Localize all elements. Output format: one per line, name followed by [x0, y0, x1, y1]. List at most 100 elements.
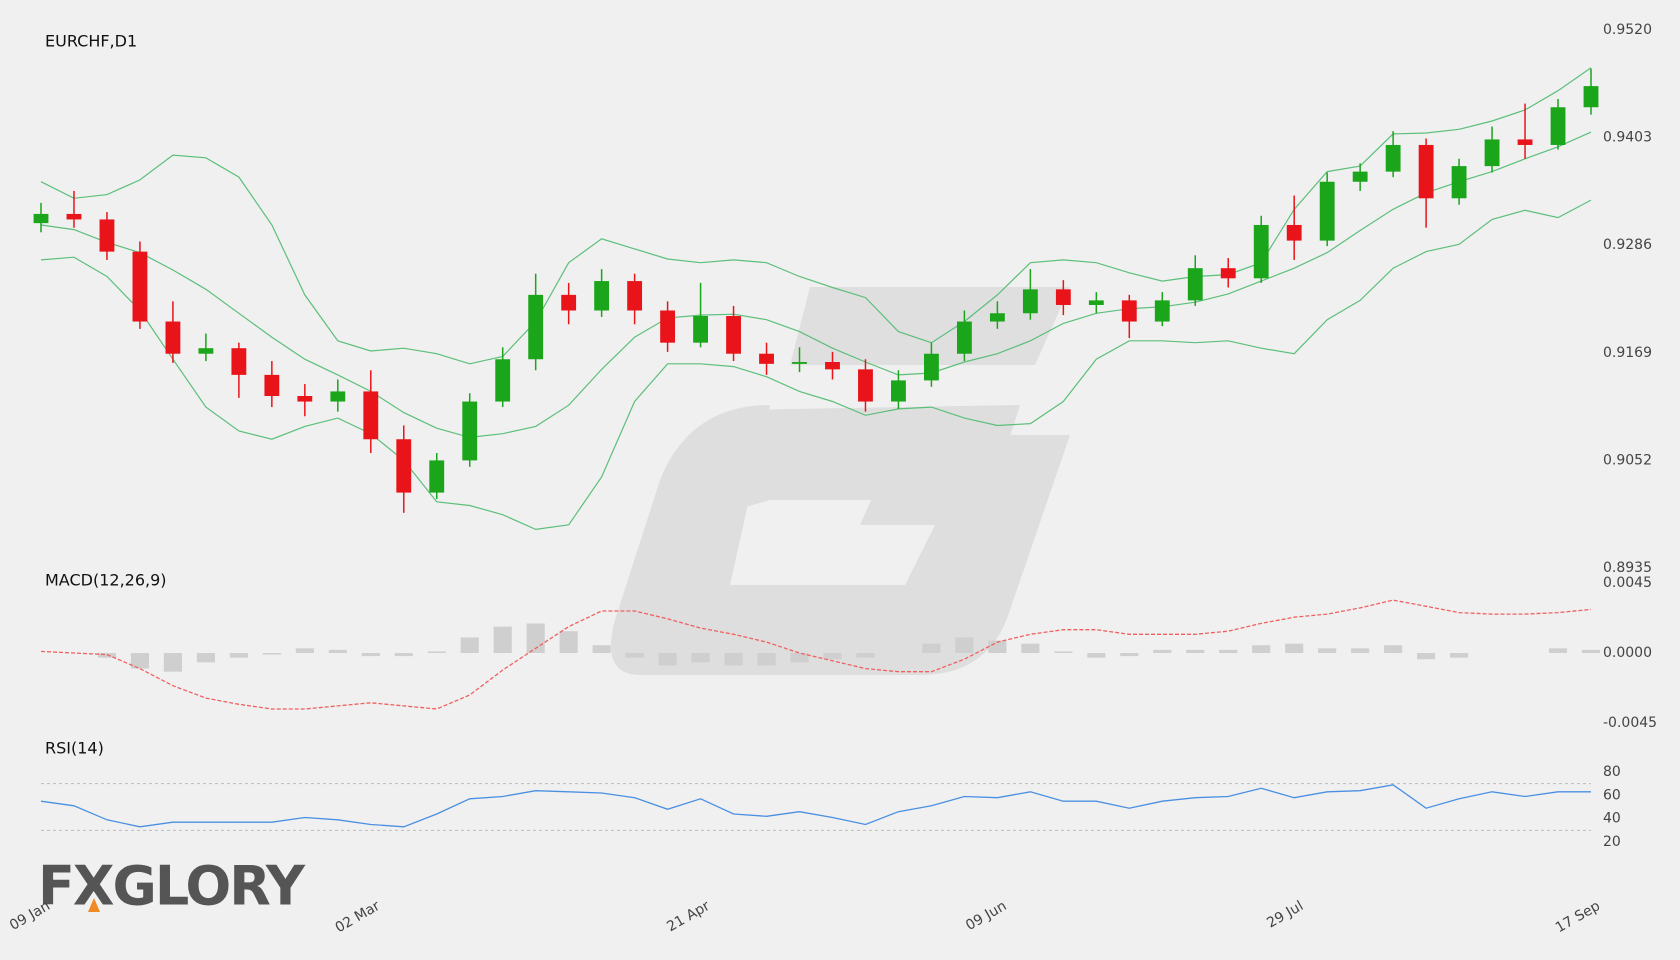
candle-body	[759, 353, 774, 364]
candle-body	[1154, 300, 1170, 322]
candle-body	[1253, 224, 1269, 279]
candle-body	[231, 348, 247, 375]
macd-histogram-bar	[394, 653, 413, 657]
x-tick-label: 29 Jul	[1264, 898, 1306, 931]
x-tick-label: 09 Jun	[963, 898, 1009, 934]
macd-histogram-bar	[1054, 651, 1073, 653]
macd-histogram-bar	[856, 653, 875, 658]
bollinger-band	[40, 67, 1592, 365]
macd-histogram-bar	[823, 653, 842, 660]
x-tick-label: 02 Mar	[333, 898, 383, 936]
macd-histogram-bar	[1318, 648, 1337, 653]
bollinger-band	[40, 131, 1592, 439]
candle-body	[858, 369, 873, 402]
y-tick-label: 20	[1603, 834, 1621, 850]
macd-histogram-bar	[196, 653, 215, 663]
candle-body	[1022, 289, 1038, 314]
candle-body	[1220, 268, 1236, 279]
candle-body	[33, 213, 49, 224]
candle-body	[330, 391, 346, 402]
watermark	[610, 287, 1070, 675]
y-tick-label: -0.0045	[1603, 715, 1657, 731]
macd-histogram-bar	[625, 653, 644, 658]
macd-histogram-bar	[1417, 653, 1436, 660]
candle-body	[198, 348, 214, 354]
logo-accent	[88, 898, 100, 912]
candle-body	[924, 353, 939, 381]
panel-title: MACD(12,26,9)	[45, 571, 167, 590]
candle-body	[1286, 224, 1302, 241]
candle-body	[1319, 181, 1335, 241]
macd-histogram-bar	[295, 648, 314, 653]
macd-histogram-bar	[559, 631, 578, 653]
y-tick-label: 0.9403	[1603, 130, 1652, 146]
watermark-shape	[790, 287, 1070, 365]
candle-body	[956, 321, 972, 354]
candle-body	[1187, 268, 1203, 301]
candle-body	[1550, 107, 1566, 145]
macd-histogram-bar	[1351, 648, 1370, 653]
macd-histogram-bar	[592, 645, 611, 653]
macd-histogram-bar	[262, 653, 281, 655]
bollinger-band	[40, 199, 1592, 531]
y-tick-label: 0.8935	[1603, 560, 1652, 576]
y-tick-label: 60	[1603, 787, 1621, 803]
candle-body	[792, 361, 807, 364]
candle-body	[627, 281, 643, 311]
candle-body	[165, 321, 181, 354]
macd-signal-line	[40, 599, 1592, 710]
macd-histogram-bar	[163, 653, 182, 672]
y-tick-label: 0.9286	[1603, 237, 1652, 253]
panel-title: RSI(14)	[45, 739, 104, 758]
macd-histogram-bar	[1186, 649, 1205, 653]
candle-body	[297, 396, 313, 402]
macd-histogram-bar	[1450, 653, 1469, 658]
candle-body	[1352, 171, 1368, 182]
candle-body	[66, 213, 82, 220]
macd-histogram-bar	[1384, 645, 1403, 653]
macd-histogram-bar	[130, 653, 150, 669]
candle-body	[1418, 144, 1434, 199]
macd-histogram-bar	[1581, 649, 1601, 653]
macd-histogram-bar	[1548, 648, 1568, 653]
candle-body	[594, 281, 610, 311]
y-tick-label: 0.9052	[1603, 452, 1652, 468]
candle-body	[1385, 144, 1401, 172]
candle-body	[363, 391, 379, 440]
candle-body	[495, 359, 511, 402]
macd-histogram-bar	[757, 653, 776, 666]
y-tick-label: 0.0045	[1603, 575, 1652, 591]
candle-body	[660, 310, 676, 343]
candle-body	[462, 401, 478, 461]
candle-body	[99, 219, 115, 252]
macd-histogram-bar	[790, 653, 809, 663]
macd-histogram-bar	[658, 653, 677, 666]
candle-body	[1517, 139, 1533, 145]
macd-histogram-bar	[1252, 645, 1271, 653]
candle-body	[1583, 86, 1599, 108]
y-tick-label: 80	[1603, 764, 1621, 780]
macd-histogram-bar	[1219, 649, 1238, 653]
candle-body	[1451, 166, 1467, 199]
macd-histogram-bar	[922, 643, 941, 653]
macd-histogram-bar	[1087, 653, 1106, 658]
candle-body	[528, 294, 544, 360]
macd-histogram-bar	[97, 653, 117, 658]
candle-body	[1121, 300, 1137, 322]
macd-histogram-bar	[1153, 649, 1172, 653]
macd-histogram-bar	[988, 640, 1007, 653]
candle-body	[825, 361, 840, 370]
candle-body	[264, 374, 280, 397]
candle-body	[429, 460, 445, 493]
macd-histogram-bar	[724, 653, 743, 666]
macd-histogram-bar	[229, 653, 248, 658]
y-tick-label: 0.9520	[1603, 22, 1652, 38]
watermark-shape	[610, 405, 1070, 675]
y-tick-label: 40	[1603, 811, 1621, 827]
macd-histogram-bar	[493, 626, 512, 653]
macd-histogram-bar	[460, 637, 479, 653]
macd-histogram-bar	[427, 651, 446, 653]
macd-histogram-bar	[1285, 643, 1304, 653]
